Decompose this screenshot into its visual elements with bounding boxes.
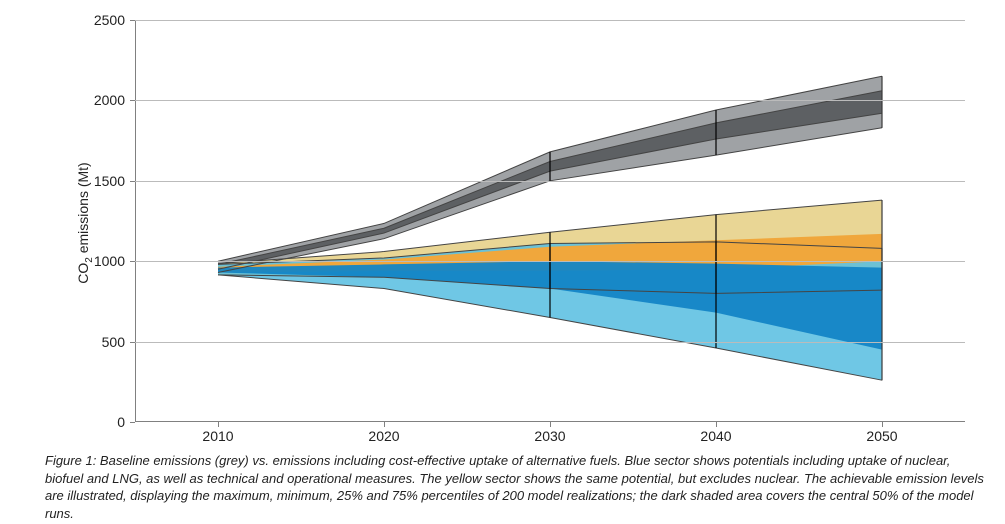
x-tick-label: 2050: [866, 428, 897, 444]
y-tick-mark: [130, 181, 135, 182]
x-tick-label: 2030: [534, 428, 565, 444]
y-tick-label: 1500: [94, 173, 125, 189]
grid-line: [135, 261, 965, 262]
y-tick-label: 2000: [94, 92, 125, 108]
figure-caption: Figure 1: Baseline emissions (grey) vs. …: [45, 452, 985, 522]
x-tick-label: 2010: [202, 428, 233, 444]
x-tick-mark: [716, 422, 717, 427]
y-tick-label: 500: [102, 334, 125, 350]
figure-page: CO2 emissions (Mt) 050010001500200025002…: [0, 0, 1005, 524]
y-tick-mark: [130, 20, 135, 21]
grid-line: [135, 342, 965, 343]
x-tick-mark: [882, 422, 883, 427]
y-tick-label: 0: [117, 414, 125, 430]
grid-line: [135, 181, 965, 182]
y-tick-label: 2500: [94, 12, 125, 28]
chart-container: CO2 emissions (Mt) 050010001500200025002…: [45, 8, 985, 438]
y-tick-mark: [130, 422, 135, 423]
x-tick-mark: [550, 422, 551, 427]
x-tick-label: 2020: [368, 428, 399, 444]
y-tick-mark: [130, 100, 135, 101]
x-tick-label: 2040: [700, 428, 731, 444]
plot-area: 0500100015002000250020102020203020402050: [135, 20, 965, 422]
y-axis-title: CO2 emissions (Mt): [75, 162, 95, 283]
chart-svg: [135, 20, 965, 422]
grid-line: [135, 100, 965, 101]
y-tick-label: 1000: [94, 253, 125, 269]
x-tick-mark: [384, 422, 385, 427]
x-tick-mark: [218, 422, 219, 427]
grid-line: [135, 20, 965, 21]
y-tick-mark: [130, 342, 135, 343]
y-tick-mark: [130, 261, 135, 262]
